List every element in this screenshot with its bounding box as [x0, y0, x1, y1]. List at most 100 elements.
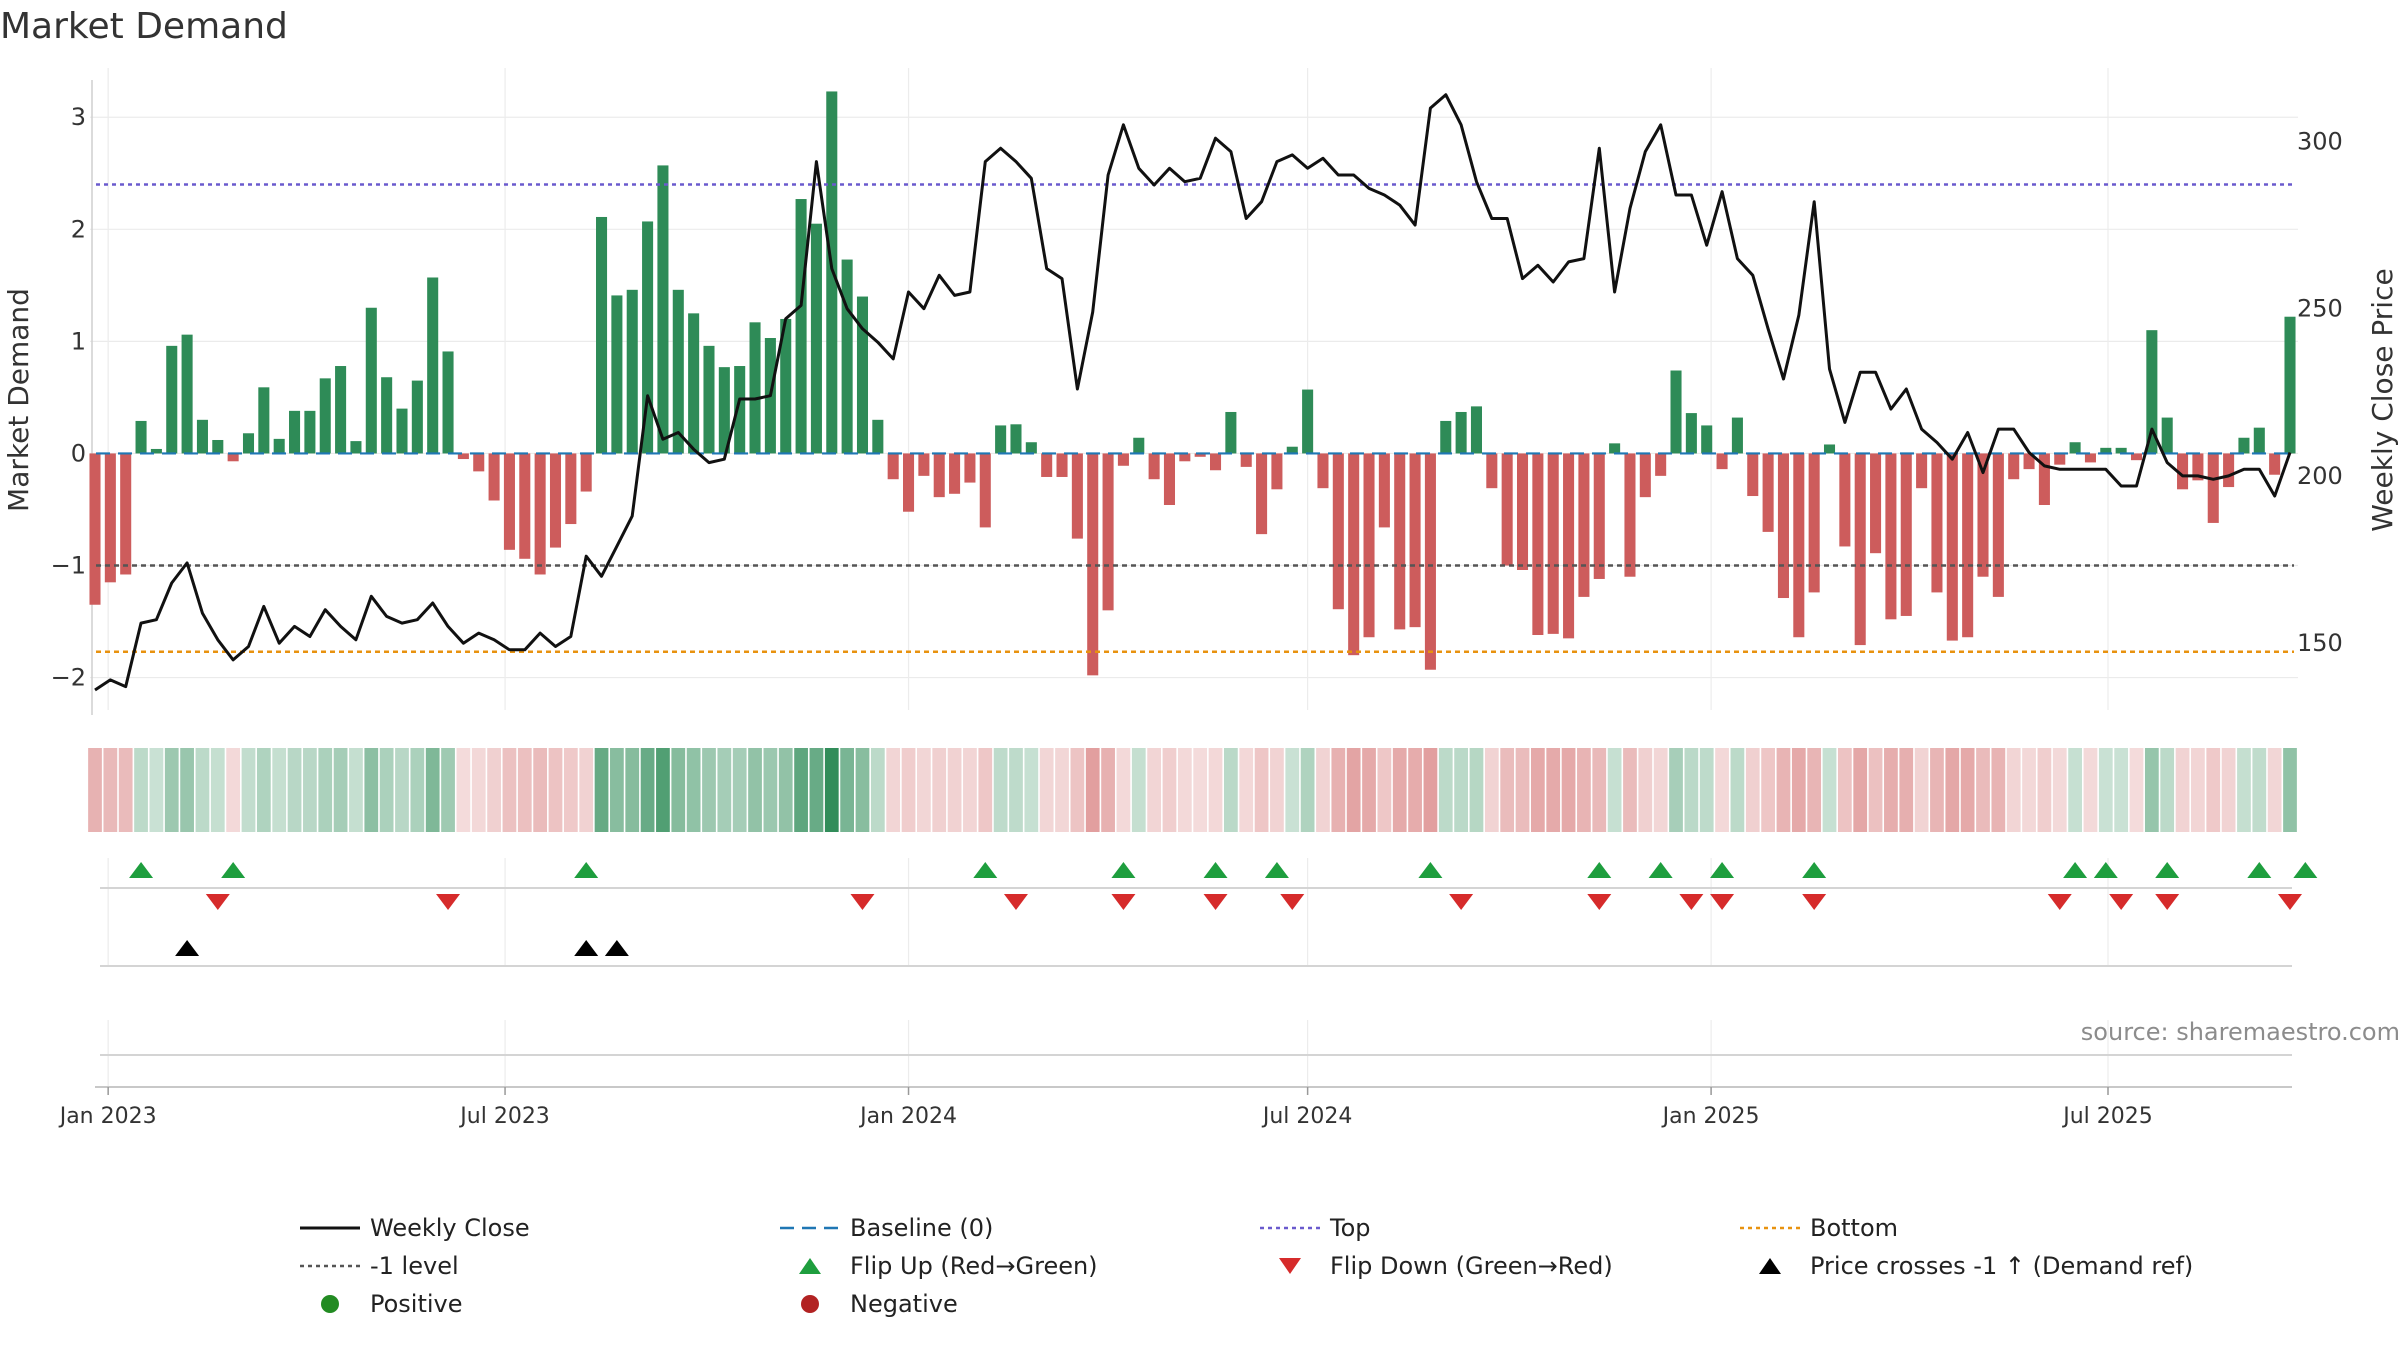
demand-bar — [1916, 453, 1928, 489]
heat-cell — [487, 748, 501, 832]
demand-bar — [2161, 417, 2173, 454]
legend-item-baseline: Baseline (0) — [780, 1210, 993, 1246]
heat-cell — [778, 748, 793, 832]
demand-bar — [1148, 453, 1160, 480]
heat-cell — [2022, 748, 2036, 832]
legend-item-minus1: -1 level — [300, 1248, 459, 1284]
heat-cell — [1331, 748, 1346, 832]
demand-bar — [519, 453, 531, 559]
heat-cell — [1500, 748, 1515, 832]
x-tick-label: Jan 2023 — [58, 1104, 157, 1129]
flip-down-marker — [2155, 894, 2180, 910]
heat-cell — [1607, 748, 1622, 832]
legend-item-flip-down: Flip Down (Green→Red) — [1260, 1248, 1613, 1284]
chart-title: Market Demand — [0, 6, 288, 47]
heat-cell — [1055, 748, 1069, 832]
heat-cell — [901, 748, 916, 832]
demand-bar — [2115, 447, 2127, 454]
axes — [91, 80, 2292, 1088]
demand-bar — [933, 453, 945, 498]
legend-swatch-weekly-close — [300, 1226, 360, 1230]
y-axis-title: Market Demand — [2, 288, 35, 512]
flip-up-marker — [221, 862, 246, 878]
demand-bar — [1424, 453, 1436, 670]
legend-label-negative: Negative — [850, 1290, 958, 1318]
heat-cell — [1147, 748, 1162, 832]
demand-bar — [1823, 444, 1836, 454]
heat-cell — [2083, 748, 2098, 832]
y-tick-label: 1 — [71, 327, 86, 355]
demand-bar — [1225, 411, 1237, 454]
weekly-close-line — [94, 93, 2292, 692]
heat-cell — [1561, 748, 1576, 832]
legend-item-positive: Positive — [300, 1286, 463, 1322]
heat-cell — [2175, 748, 2190, 832]
heat-cell — [1592, 748, 1607, 832]
demand-bar — [104, 453, 116, 583]
demand-bar — [1839, 453, 1851, 547]
flip-up-marker — [2155, 862, 2180, 878]
heat-cell — [1193, 748, 1208, 832]
demand-bar — [1378, 453, 1390, 528]
heat-cell — [656, 748, 670, 832]
demand-bar — [1394, 453, 1406, 630]
demand-bar — [964, 453, 976, 483]
heat-cell — [1899, 748, 1914, 832]
legend-label-bottom: Bottom — [1810, 1214, 1899, 1242]
demand-bar — [1578, 453, 1590, 597]
demand-bar — [1685, 413, 1697, 454]
x-tick-label: Jul 2024 — [1261, 1104, 1353, 1129]
demand-bar — [381, 377, 393, 454]
legend-label-top: Top — [1330, 1214, 1371, 1242]
demand-bar — [1716, 453, 1728, 470]
heat-cell — [1853, 748, 1868, 832]
heat-cell — [241, 748, 256, 832]
flip-up-marker — [1587, 862, 1612, 878]
heat-cell — [1669, 748, 1683, 832]
heat-cell — [1116, 748, 1131, 832]
demand-bar — [1041, 453, 1053, 477]
demand-bar — [442, 351, 454, 454]
legend-label-minus1: -1 level — [370, 1252, 459, 1280]
heat-cell — [1469, 748, 1484, 832]
heat-cell — [1362, 748, 1376, 832]
heat-cell — [1392, 748, 1407, 832]
demand-bar — [2008, 453, 2020, 480]
demand-bar — [1639, 453, 1651, 498]
heat-cell — [2129, 748, 2144, 832]
demand-bar — [1931, 453, 1943, 593]
heat-cell — [1039, 748, 1054, 832]
demand-bar — [1501, 453, 1513, 566]
heat-cell — [1776, 748, 1791, 832]
heat-cell — [1991, 748, 2006, 832]
heat-cell — [456, 748, 471, 832]
demand-bar — [611, 295, 623, 454]
flip-down-marker — [850, 894, 875, 910]
heat-cell — [1761, 748, 1775, 832]
demand-bar — [2038, 453, 2050, 505]
demand-bar — [166, 345, 178, 454]
flip-up-marker — [973, 862, 998, 878]
flip-down-marker — [2047, 894, 2072, 910]
legend-item-negative: Negative — [780, 1286, 958, 1322]
heat-cell — [1745, 748, 1760, 832]
heat-cell — [1945, 748, 1960, 832]
heat-cell — [195, 748, 210, 832]
demand-bar — [1516, 453, 1529, 570]
heat-cell — [2052, 748, 2067, 832]
heat-cell — [1239, 748, 1254, 832]
heat-cell — [517, 748, 532, 832]
demand-bar — [350, 441, 362, 454]
heat-cell — [118, 748, 133, 832]
heat-cell — [1684, 748, 1699, 832]
demand-bar — [1624, 453, 1636, 577]
y2-tick-label: 150 — [2297, 629, 2343, 657]
heat-cell — [1223, 748, 1238, 832]
demand-bar — [672, 289, 684, 454]
demand-bar — [2084, 453, 2096, 463]
heat-cell — [1837, 748, 1852, 832]
y2-axis-title: Weekly Close Price — [2366, 268, 2399, 531]
demand-bar — [887, 453, 899, 480]
demand-bar — [856, 296, 869, 454]
heat-cell — [287, 748, 302, 832]
